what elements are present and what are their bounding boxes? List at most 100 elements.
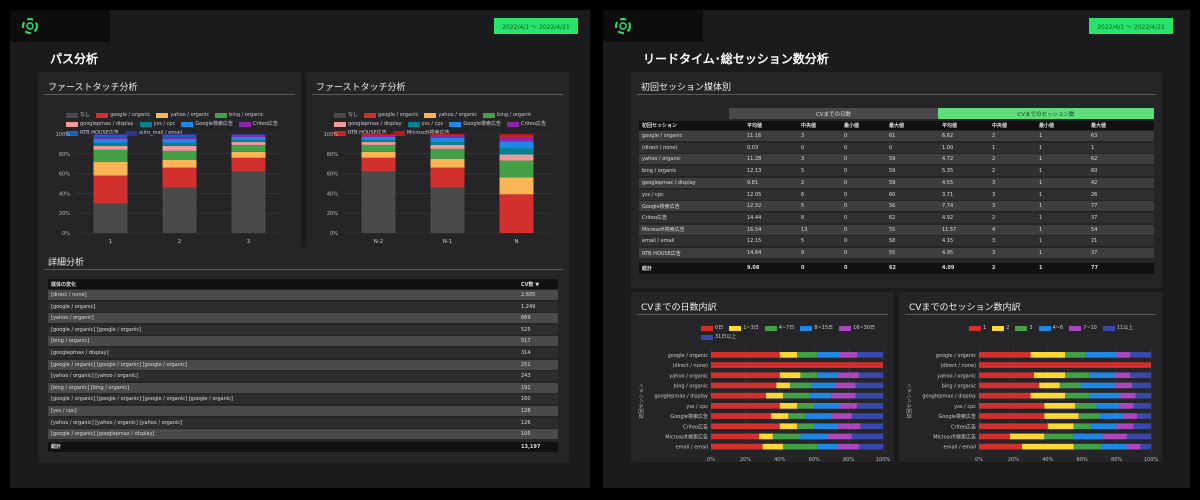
- bar-segment: [361, 136, 396, 140]
- table-row[interactable]: [google / organic] [google / organic] [g…: [48, 359, 558, 370]
- table-row[interactable]: (direct / none) 0.03 0 0 0 1.00 1 1 1: [639, 142, 1154, 153]
- cell-value: 1: [1039, 168, 1043, 175]
- table-row[interactable]: Microsoft検索広告 16.54 13 0 55 11.57 4 1 54: [639, 224, 1154, 235]
- legend-swatch: [701, 326, 713, 331]
- bar-segment: [797, 423, 815, 430]
- bar-segment: [860, 423, 883, 430]
- table-row[interactable]: yahoo / organic 11.28 3 0 59 4.72 2 1 62: [639, 154, 1154, 165]
- legend-item[interactable]: RTB HOUSE広告: [334, 130, 387, 137]
- legend-item[interactable]: なし: [66, 112, 90, 119]
- legend-item[interactable]: bing / organic: [215, 112, 263, 119]
- table-row[interactable]: [direct / none] 2,605: [48, 290, 558, 300]
- bar-segment: [1116, 352, 1131, 358]
- legend-item[interactable]: 2: [992, 325, 1009, 332]
- legend-item[interactable]: 8~15日: [800, 325, 833, 332]
- bar-segment: [1073, 443, 1102, 450]
- bar-segment: [1133, 423, 1151, 430]
- y-tick-label: yss / cpc: [954, 404, 976, 410]
- table-total-row[interactable]: 総計 9.08 0 0 62 4.09 2 1 77: [639, 262, 1154, 274]
- legend-item[interactable]: yss / cpc: [407, 121, 443, 128]
- bar-segment: [779, 403, 797, 409]
- table-row[interactable]: bing / organic 12.13 5 0 59 5.35 2 1 60: [639, 166, 1154, 177]
- cell-label: [yahoo / organic]: [51, 315, 94, 322]
- bar-segment: [361, 135, 396, 137]
- table-row[interactable]: [googlepmax / display] 314: [48, 348, 558, 358]
- table-header[interactable]: 初回セッション 平均値 中央値 最小値 最大値 平均値 中央値 最小値 最大値: [639, 121, 1154, 130]
- legend-item[interactable]: 31日以上: [701, 334, 736, 341]
- legend-item[interactable]: 4~6: [1038, 325, 1064, 332]
- legend-item[interactable]: googlepmax / display: [66, 121, 134, 128]
- legend-item[interactable]: 1: [969, 325, 986, 332]
- table-row[interactable]: googlepmax / display 9.81 2 0 59 4.55 3 1 42: [639, 177, 1154, 188]
- bar-segment: [231, 171, 266, 233]
- cell-value: 59: [889, 179, 896, 186]
- table-row[interactable]: [google / organic] [googlepmax / display…: [48, 429, 558, 440]
- table-total-row[interactable]: 総計 13,197: [48, 441, 558, 452]
- cell-value: 1: [1039, 214, 1043, 221]
- bar-segment: [771, 413, 789, 419]
- y-tick-label: google / organic: [936, 353, 977, 359]
- bar-segment: [1132, 382, 1151, 389]
- legend-item[interactable]: なし: [334, 112, 358, 119]
- legend-item[interactable]: google / organic: [364, 112, 418, 119]
- table-header[interactable]: 媒体の変化 CV数 ▼: [48, 279, 558, 289]
- legend-item[interactable]: Criteo広告: [238, 121, 278, 128]
- table-row[interactable]: yss / cpc 12.05 6 0 60 3.71 3 1 26: [639, 189, 1154, 200]
- table-row[interactable]: [google / organic] [google / organic] [g…: [48, 394, 558, 405]
- legend-item[interactable]: Microsoft検索広告: [392, 130, 450, 137]
- table-row[interactable]: [google / organic] [google / organic] 525: [48, 324, 558, 335]
- legend-item[interactable]: bing / organic: [483, 112, 531, 119]
- legend-item[interactable]: yss / cpc: [139, 121, 175, 128]
- bar-segment: [231, 136, 266, 140]
- legend-item[interactable]: 4~7日: [764, 325, 794, 332]
- table-row[interactable]: [google / organic] 1,249: [48, 301, 558, 312]
- first-touch-chart-2: 0% 20% 40% 60% 80% 100% N-2 N-1 N: [324, 132, 551, 245]
- legend-item[interactable]: RTB HOUSE広告: [66, 130, 119, 137]
- cell-label: [yahoo / organic] [yahoo / organic] [yah…: [51, 419, 183, 426]
- panel-title: CVまでのセッション数内訳: [909, 303, 1021, 313]
- table-row[interactable]: [yss / cpc] 128: [48, 406, 558, 416]
- group-header-sessions: CVまでのセッション数: [938, 108, 1154, 119]
- legend-item[interactable]: auto_mail / email: [124, 130, 182, 137]
- bar-segment: [231, 151, 266, 158]
- table-row[interactable]: [yahoo / organic] [yahoo / organic] [yah…: [48, 417, 558, 428]
- cell-value: 1.00: [942, 144, 954, 151]
- legend-label: 4~6: [1052, 325, 1064, 331]
- bar-segment: [1120, 392, 1136, 399]
- bar-segment: [1126, 443, 1141, 450]
- table-row[interactable]: RTB HOUSE広告 14.64 9 0 55 4.95 3 1 37: [639, 248, 1154, 258]
- legend-item[interactable]: 11以上: [1102, 325, 1133, 332]
- legend-item[interactable]: 0日: [701, 325, 723, 332]
- bar-segment: [858, 372, 883, 379]
- legend-item[interactable]: google / organic: [96, 112, 150, 119]
- legend-item[interactable]: yahoo / organic: [424, 112, 477, 119]
- bar-segment: [1089, 372, 1115, 379]
- legend-item[interactable]: googlepmax / display: [334, 121, 402, 128]
- table-row[interactable]: google / organic 11.16 3 0 61 6.62 2 1 63: [639, 131, 1154, 141]
- legend-item[interactable]: Criteo広告: [506, 121, 546, 128]
- table-row[interactable]: [bing / organic] [bing / organic] 191: [48, 382, 558, 393]
- chart-legend: なし google / organic yahoo / organic bing / …: [66, 112, 296, 139]
- legend-item[interactable]: 3: [1015, 325, 1033, 332]
- legend-item[interactable]: 7~10: [1069, 325, 1097, 332]
- date-range-selector[interactable]: 2022/4/1 ～ 2022/4/21: [1089, 18, 1173, 34]
- legend-item[interactable]: 1~3日: [729, 325, 759, 332]
- bar-segment: [93, 134, 128, 137]
- cell-value: 0: [844, 203, 848, 210]
- table-row[interactable]: [yahoo / organic] 669: [48, 313, 558, 324]
- legend-item[interactable]: 16~30日: [839, 325, 875, 332]
- cell-value: 62: [889, 214, 896, 221]
- table-row[interactable]: [yahoo / organic] [yahoo / organic] 243: [48, 371, 558, 382]
- table-row[interactable]: Google検索広告 12.52 5 0 56 7.74 3 1 77: [639, 201, 1154, 212]
- legend-item[interactable]: yahoo / organic: [156, 112, 209, 119]
- table-row[interactable]: Criteo広告 14.44 8 0 62 4.92 2 1 37: [639, 212, 1154, 223]
- legend-item[interactable]: Google検索広告: [181, 121, 233, 128]
- table-row[interactable]: email / email 12.15 5 0 58 4.15 3 1 21: [639, 236, 1154, 247]
- table-row[interactable]: [bing / organic] 517: [48, 336, 558, 347]
- cell-value: 0: [844, 179, 848, 186]
- legend-swatch: [407, 122, 420, 127]
- cell-value: 1: [1039, 133, 1043, 139]
- legend-label: google / organic: [378, 112, 419, 118]
- legend-item[interactable]: Google検索広告: [449, 121, 501, 128]
- date-range-selector[interactable]: 2022/4/1 ～ 2022/4/21: [494, 18, 578, 34]
